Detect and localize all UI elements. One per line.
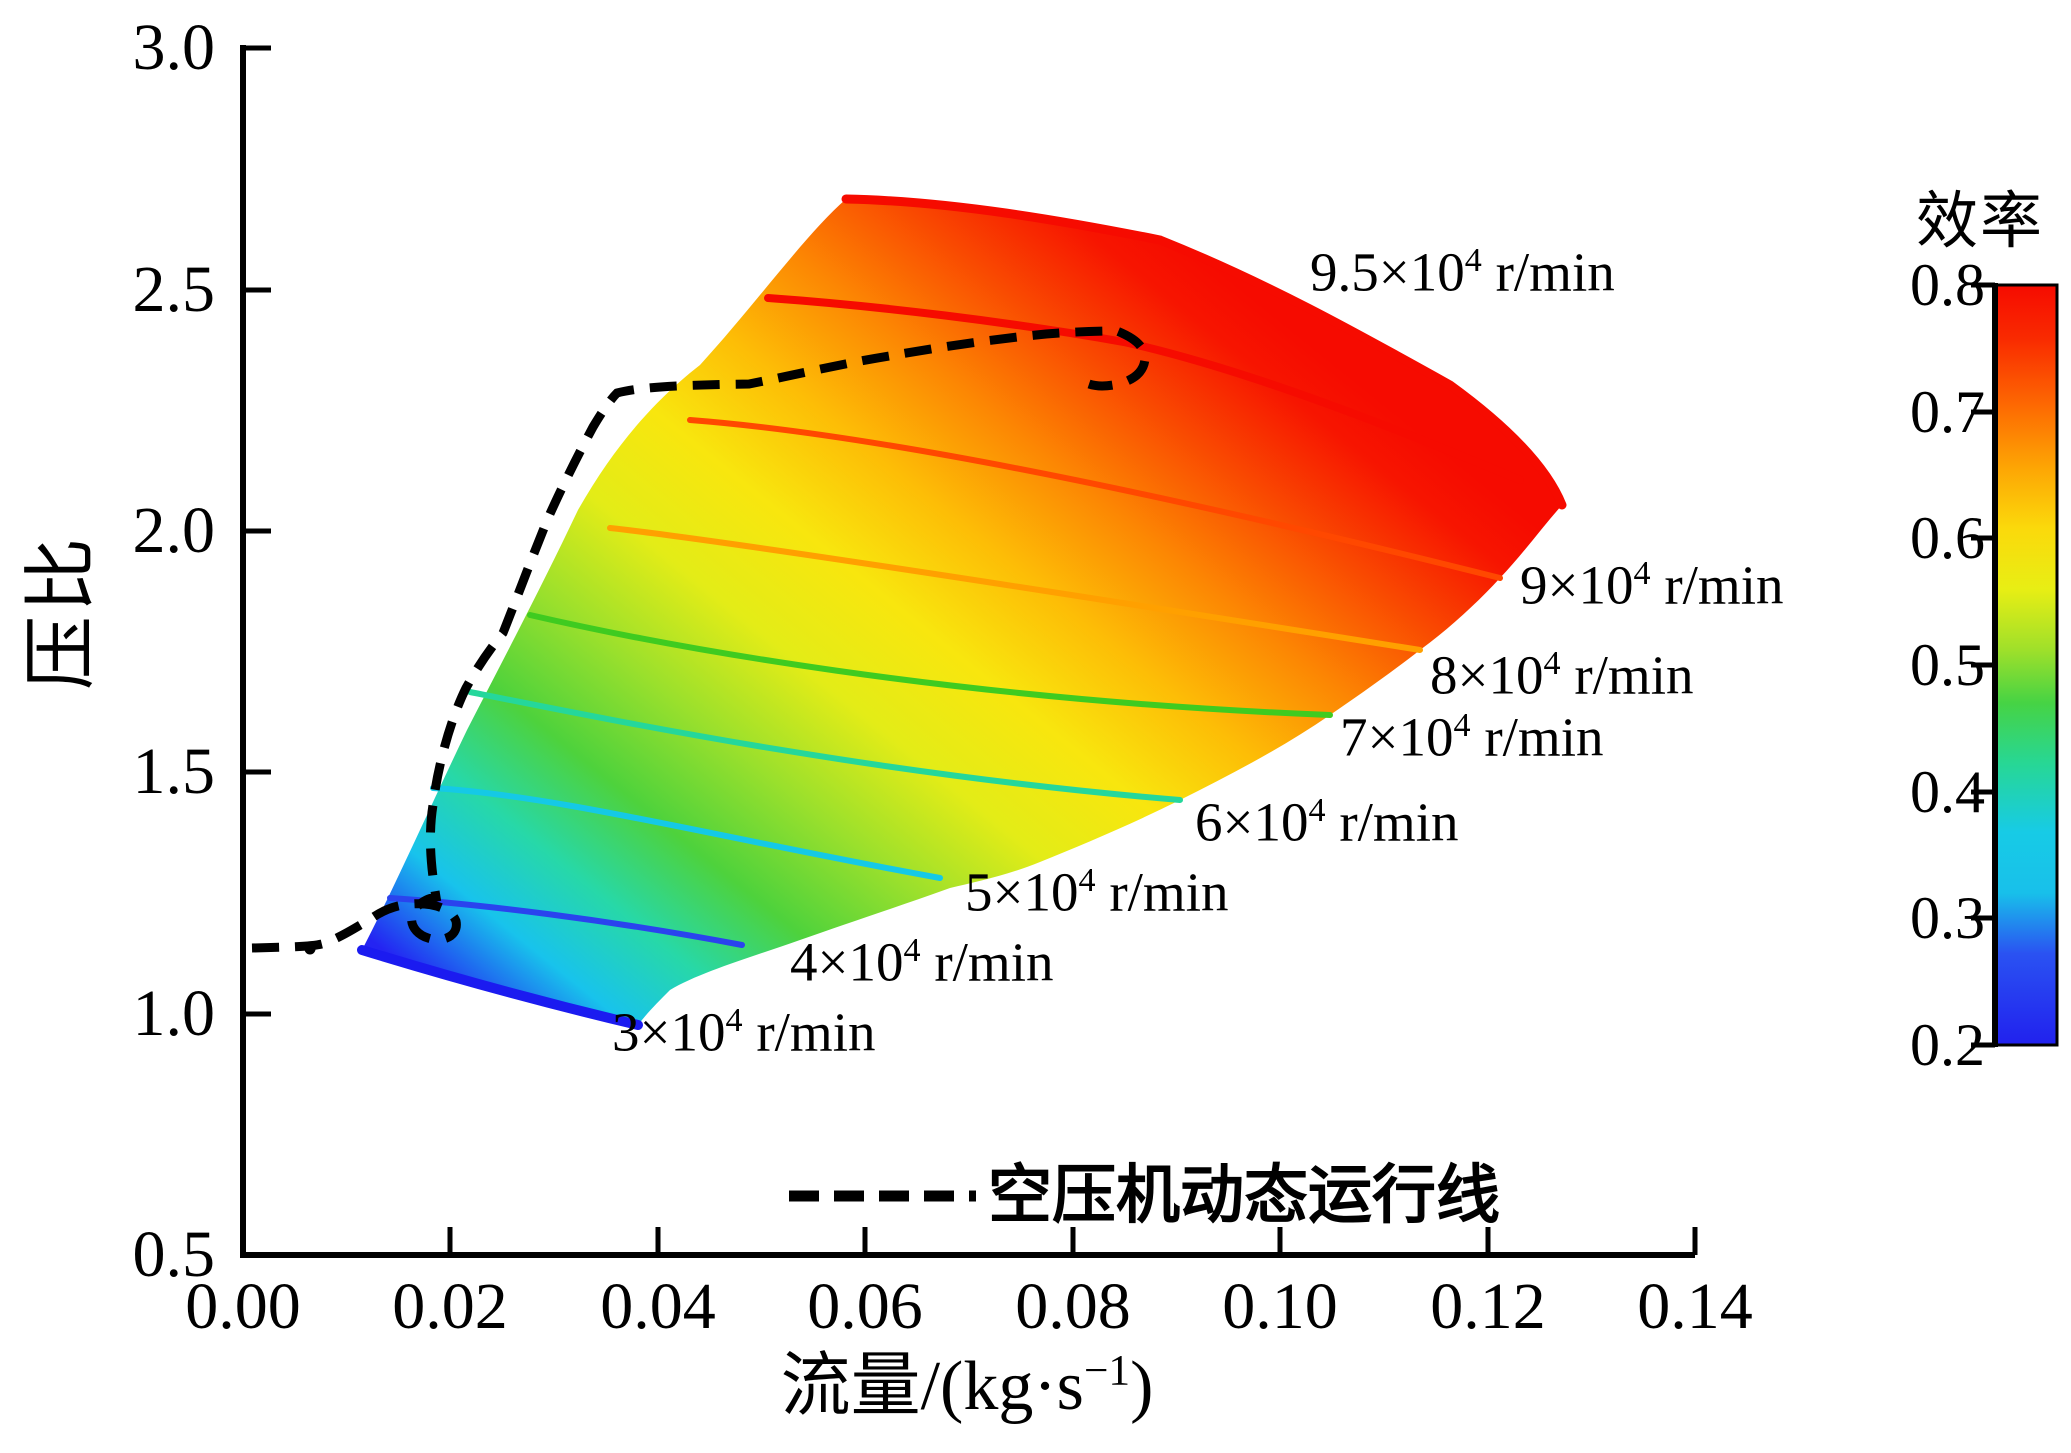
- x-tick-0.04: 0.04: [600, 1270, 716, 1343]
- y-tick-1.0: 1.0: [132, 977, 216, 1050]
- y-tick-1.5: 1.5: [132, 735, 216, 808]
- speed-label-70k-sup: 4: [1453, 707, 1471, 745]
- x-tick-0.00: 0.00: [185, 1270, 301, 1343]
- speed-label-80k-unit: r/min: [1560, 644, 1694, 706]
- speed-label-30k-sup: 4: [725, 1002, 743, 1040]
- speed-label-30k: 3×104 r/min: [612, 1001, 876, 1063]
- speed-label-50k-base: 5×10: [965, 861, 1079, 923]
- x-tick-0.02: 0.02: [392, 1270, 508, 1343]
- speed-label-90k-sup: 4: [1633, 555, 1651, 593]
- speed-label-70k: 7×104 r/min: [1340, 706, 1604, 768]
- colorbar-gradient: [1993, 283, 2059, 1047]
- speed-line-90k: [687, 417, 1503, 581]
- speed-label-80k-sup: 4: [1543, 645, 1561, 683]
- colorbar-title: 效率: [1915, 188, 2045, 256]
- x-axis-title-sup: −1: [1083, 1346, 1131, 1395]
- legend-label: 空压机动态运行线: [988, 1160, 1500, 1231]
- speed-line-50k: [430, 785, 943, 881]
- speed-label-90k-base: 9×10: [1520, 554, 1634, 616]
- speed-label-30k-unit: r/min: [742, 1001, 876, 1063]
- speed-line-95k: [764, 294, 1524, 484]
- speed-label-50k-unit: r/min: [1095, 861, 1229, 923]
- y-tick-2.0: 2.0: [132, 494, 216, 567]
- y-tick-2.5: 2.5: [132, 253, 216, 326]
- speed-label-60k-sup: 4: [1308, 792, 1326, 830]
- y-axis-ticks: [243, 45, 271, 1258]
- speed-label-40k-unit: r/min: [920, 931, 1054, 993]
- speed-label-40k-sup: 4: [903, 932, 921, 970]
- colorbar-tick-0.3: 0.3: [1910, 885, 1985, 951]
- speed-label-40k-base: 4×10: [790, 931, 904, 993]
- colorbar-tick-0.6: 0.6: [1910, 505, 1985, 571]
- x-tick-0.12: 0.12: [1430, 1270, 1546, 1343]
- speed-label-30k-base: 3×10: [612, 1001, 726, 1063]
- x-tick-0.10: 0.10: [1222, 1270, 1338, 1343]
- speed-line-80k: [607, 525, 1423, 653]
- speed-label-70k-unit: r/min: [1470, 706, 1604, 768]
- operating-line-dot: [304, 943, 316, 955]
- speed-line-70k: [527, 612, 1333, 718]
- x-tick-0.06: 0.06: [807, 1270, 923, 1343]
- colorbar-tick-0.2: 0.2: [1910, 1012, 1985, 1078]
- speed-label-70k-base: 7×10: [1340, 706, 1454, 768]
- speed-label-60k-unit: r/min: [1325, 791, 1459, 853]
- speed-label-90k: 9×104 r/min: [1520, 554, 1784, 616]
- speed-label-95k: 9.5×104 r/min: [1310, 241, 1615, 303]
- map-top-edge-line: [841, 194, 1567, 510]
- speed-label-60k-base: 6×10: [1195, 791, 1309, 853]
- x-tick-0.08: 0.08: [1015, 1270, 1131, 1343]
- speed-line-30k: [357, 945, 643, 1030]
- speed-label-80k: 8×104 r/min: [1430, 644, 1694, 706]
- speed-label-50k-sup: 4: [1078, 862, 1096, 900]
- x-axis-title: 流量/(kg·s−1): [781, 1349, 1154, 1422]
- colorbar-tick-0.4: 0.4: [1910, 759, 1985, 825]
- speed-label-60k: 6×104 r/min: [1195, 791, 1459, 853]
- speed-label-50k: 5×104 r/min: [965, 861, 1229, 923]
- colorbar-tick-0.5: 0.5: [1910, 632, 1985, 698]
- y-tick-0.5: 0.5: [132, 1218, 216, 1291]
- x-tick-0.14: 0.14: [1637, 1270, 1753, 1343]
- speed-label-80k-base: 8×10: [1430, 644, 1544, 706]
- efficiency-map-region: [362, 199, 1562, 1025]
- colorbar-tick-0.8: 0.8: [1910, 252, 1985, 318]
- x-axis-title-suffix: ): [1130, 1348, 1154, 1425]
- speed-label-95k-sup: 4: [1464, 242, 1482, 280]
- speed-label-90k-unit: r/min: [1650, 554, 1784, 616]
- speed-label-40k: 4×104 r/min: [790, 931, 1054, 993]
- speed-line-60k: [467, 689, 1183, 803]
- x-axis-title-text: 流量/(kg·s: [780, 1348, 1084, 1425]
- speed-label-95k-unit: r/min: [1481, 241, 1615, 303]
- colorbar-ticks: [1971, 282, 1995, 1048]
- y-axis-title: 压比: [21, 534, 103, 690]
- y-tick-3.0: 3.0: [132, 11, 216, 84]
- colorbar-tick-0.7: 0.7: [1910, 379, 1985, 445]
- x-axis-ticks: [240, 1227, 1698, 1255]
- operating-line: [251, 326, 1150, 953]
- speed-label-95k-base: 9.5×10: [1310, 241, 1465, 303]
